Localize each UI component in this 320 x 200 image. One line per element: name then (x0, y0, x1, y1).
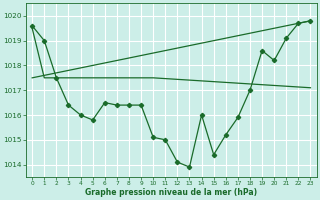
X-axis label: Graphe pression niveau de la mer (hPa): Graphe pression niveau de la mer (hPa) (85, 188, 257, 197)
